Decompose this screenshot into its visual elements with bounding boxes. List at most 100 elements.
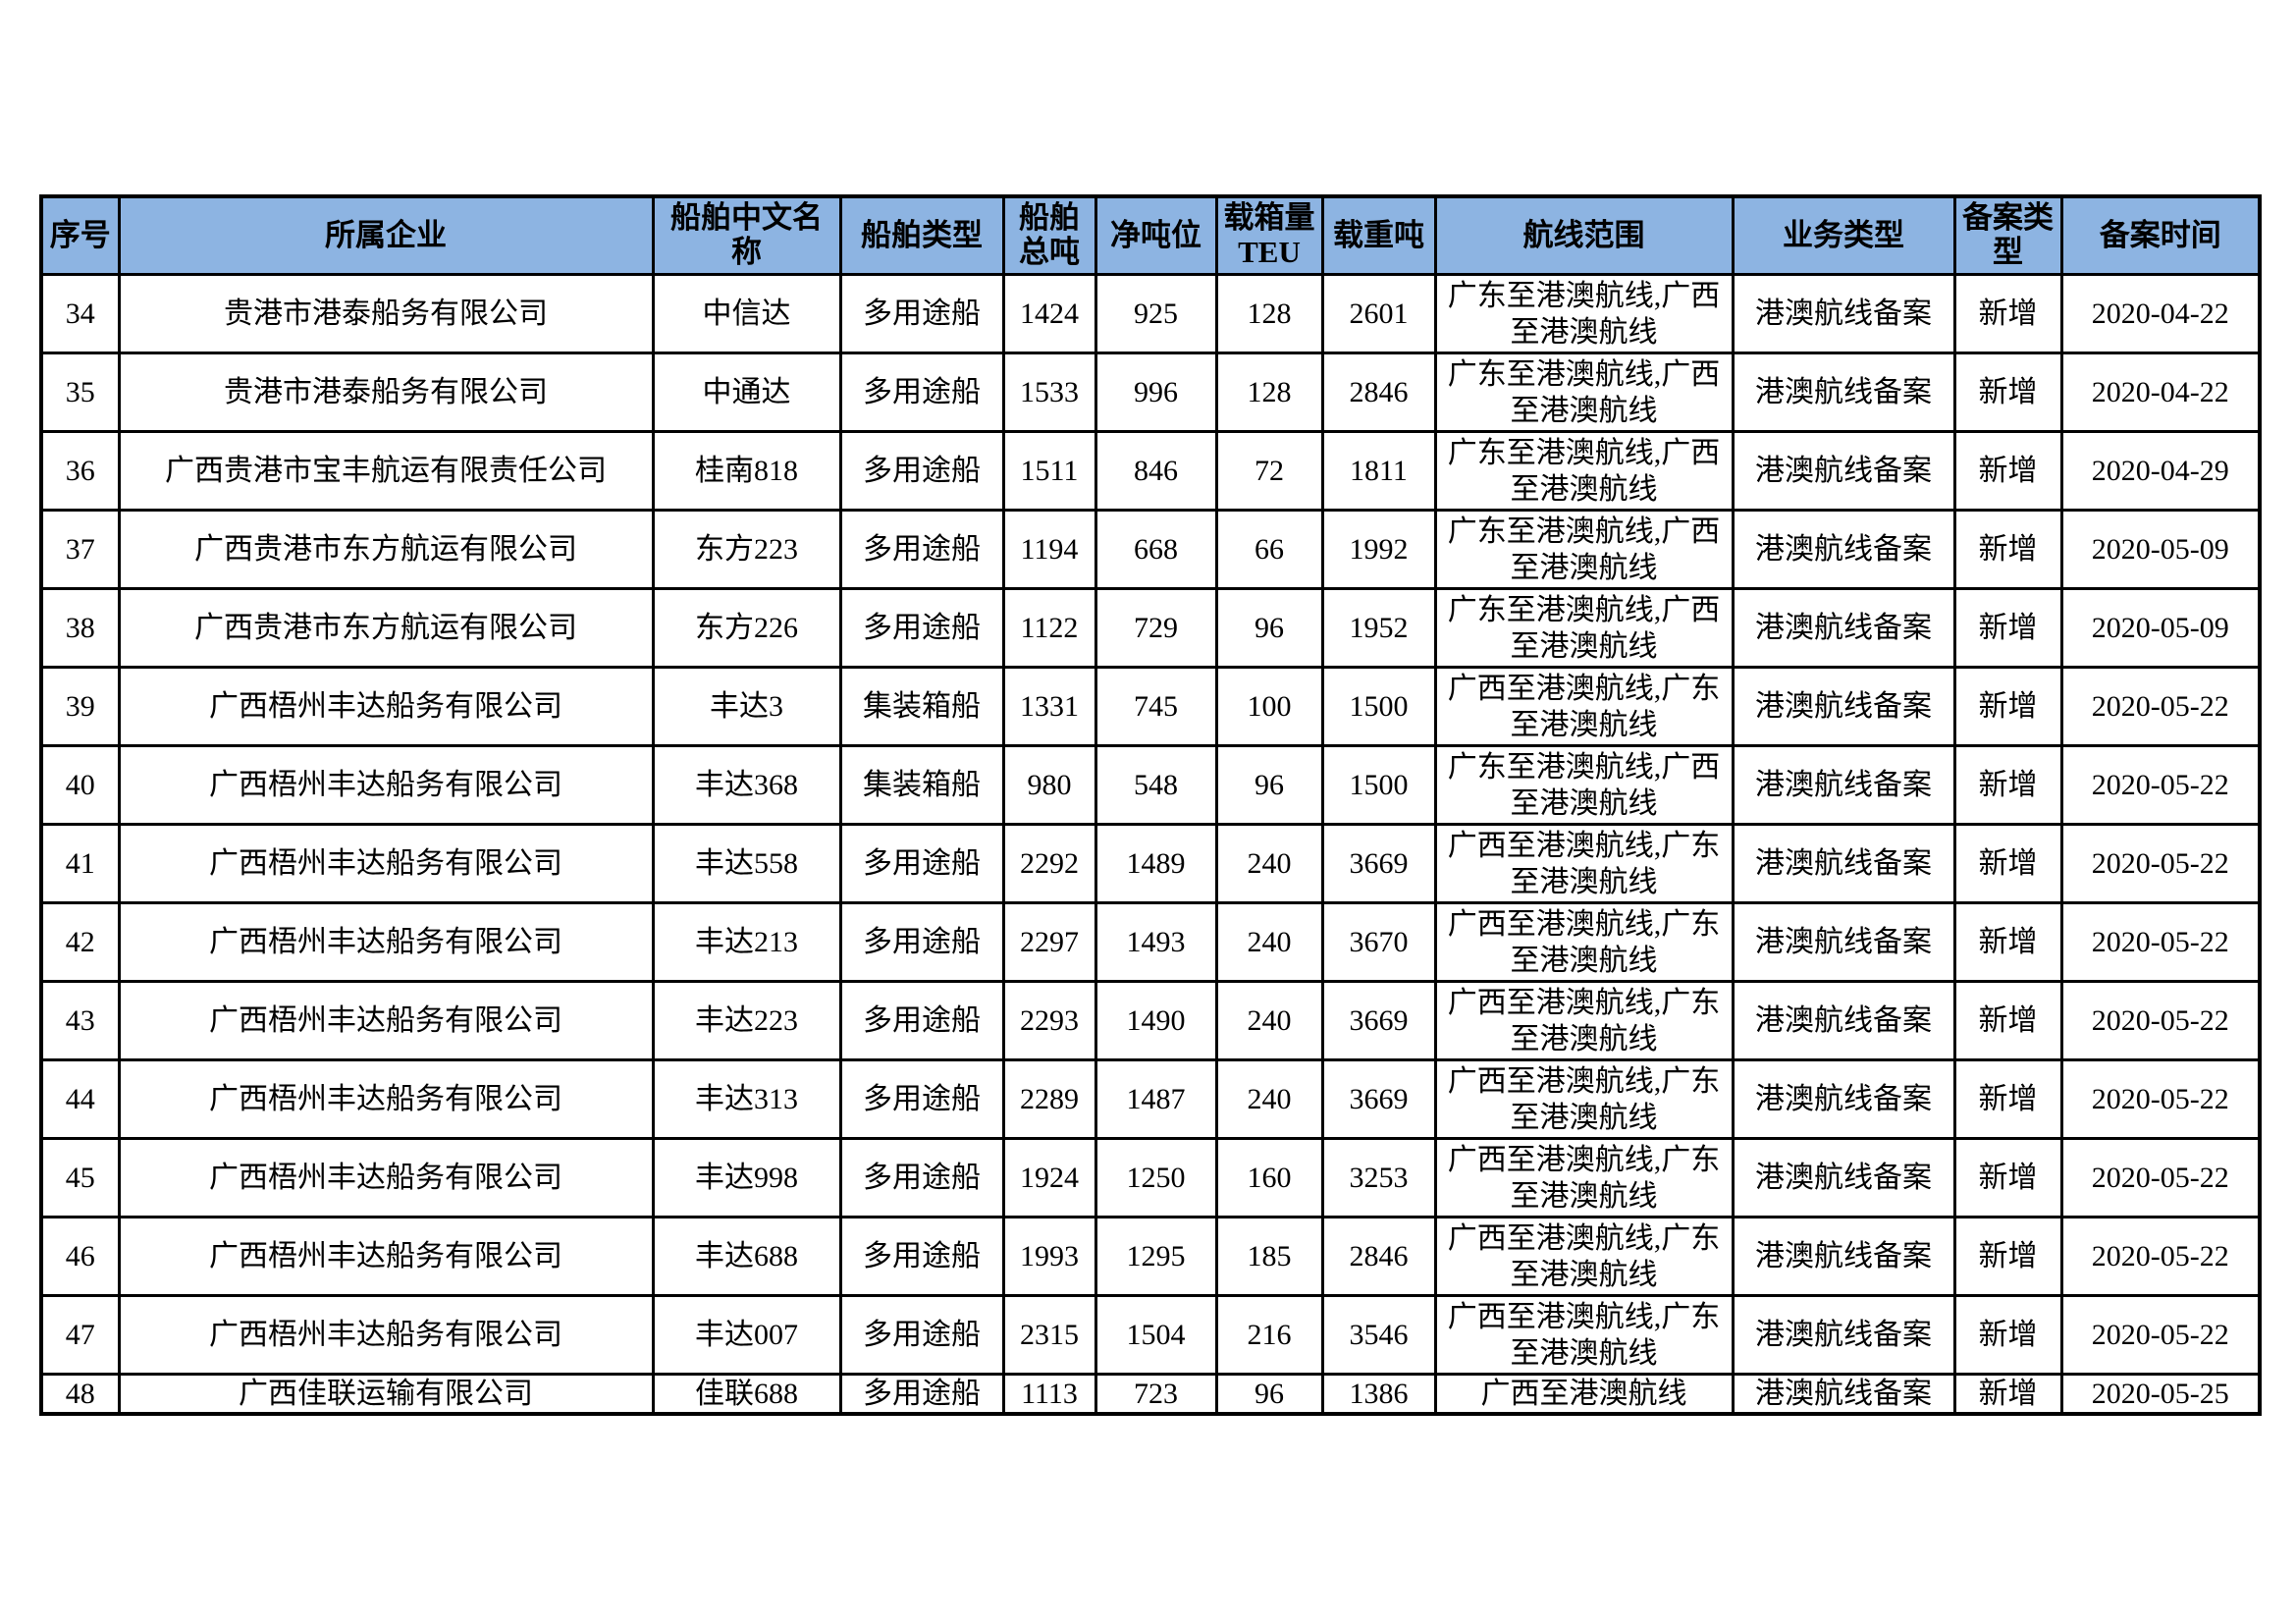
cell-company: 广西梧州丰达船务有限公司 xyxy=(117,980,655,1061)
cell-deadweight: 1500 xyxy=(1320,666,1437,747)
cell-deadweight: 1500 xyxy=(1320,744,1437,826)
cell-business-type: 港澳航线备案 xyxy=(1731,1373,1956,1416)
cell-teu: 72 xyxy=(1214,430,1324,512)
cell-deadweight: 1992 xyxy=(1320,509,1437,590)
table-header-row: 序号 所属企业 船舶中文名称 船舶类型 船舶总吨 净吨位 载箱量TEU 载重吨 航线范围 业务类型… xyxy=(39,194,2262,276)
cell-record-type: 新增 xyxy=(1952,1373,2063,1416)
cell-record-date: 2020-05-22 xyxy=(2059,666,2262,747)
cell-route: 广东至港澳航线,广西至港澳航线 xyxy=(1433,744,1735,826)
cell-deadweight: 1811 xyxy=(1320,430,1437,512)
cell-ship-name: 佳联688 xyxy=(651,1373,842,1416)
cell-seq: 41 xyxy=(39,823,121,904)
cell-record-date: 2020-05-09 xyxy=(2059,509,2262,590)
cell-ship-name: 东方226 xyxy=(651,587,842,669)
cell-route: 广西至港澳航线 xyxy=(1433,1373,1735,1416)
cell-company: 广西贵港市宝丰航运有限责任公司 xyxy=(117,430,655,512)
cell-ship-type: 多用途船 xyxy=(838,509,1005,590)
column-header-deadweight: 载重吨 xyxy=(1320,194,1437,276)
cell-deadweight: 3669 xyxy=(1320,980,1437,1061)
cell-company: 广西佳联运输有限公司 xyxy=(117,1373,655,1416)
cell-ship-type: 多用途船 xyxy=(838,352,1005,433)
cell-teu: 100 xyxy=(1214,666,1324,747)
cell-company: 广西梧州丰达船务有限公司 xyxy=(117,901,655,983)
cell-company: 广西梧州丰达船务有限公司 xyxy=(117,1137,655,1218)
table-row: 48 广西佳联运输有限公司 佳联688 多用途船 1113 723 96 1386 广西至港澳航… xyxy=(39,1373,2262,1416)
cell-net-tonnage: 1250 xyxy=(1094,1137,1218,1218)
cell-net-tonnage: 723 xyxy=(1094,1373,1218,1416)
cell-ship-name: 中通达 xyxy=(651,352,842,433)
cell-record-date: 2020-05-25 xyxy=(2059,1373,2262,1416)
cell-company: 广西梧州丰达船务有限公司 xyxy=(117,1058,655,1140)
cell-net-tonnage: 668 xyxy=(1094,509,1218,590)
cell-net-tonnage: 996 xyxy=(1094,352,1218,433)
cell-record-date: 2020-05-22 xyxy=(2059,1137,2262,1218)
cell-net-tonnage: 1493 xyxy=(1094,901,1218,983)
table-header: 序号 所属企业 船舶中文名称 船舶类型 船舶总吨 净吨位 载箱量TEU 载重吨 航线范围 业务类型… xyxy=(39,194,2262,276)
cell-teu: 240 xyxy=(1214,980,1324,1061)
cell-ship-type: 多用途船 xyxy=(838,273,1005,354)
cell-net-tonnage: 925 xyxy=(1094,273,1218,354)
cell-record-type: 新增 xyxy=(1952,1216,2063,1297)
cell-net-tonnage: 548 xyxy=(1094,744,1218,826)
cell-route: 广东至港澳航线,广西至港澳航线 xyxy=(1433,509,1735,590)
cell-route: 广西至港澳航线,广东至港澳航线 xyxy=(1433,1294,1735,1376)
cell-business-type: 港澳航线备案 xyxy=(1731,1216,1956,1297)
table-row: 47 广西梧州丰达船务有限公司 丰达007 多用途船 2315 1504 216 3546 广西… xyxy=(39,1294,2262,1376)
cell-record-date: 2020-04-29 xyxy=(2059,430,2262,512)
cell-record-type: 新增 xyxy=(1952,587,2063,669)
cell-teu: 185 xyxy=(1214,1216,1324,1297)
cell-net-tonnage: 745 xyxy=(1094,666,1218,747)
cell-deadweight: 3253 xyxy=(1320,1137,1437,1218)
cell-record-date: 2020-05-22 xyxy=(2059,1294,2262,1376)
cell-seq: 45 xyxy=(39,1137,121,1218)
cell-business-type: 港澳航线备案 xyxy=(1731,587,1956,669)
cell-record-date: 2020-05-22 xyxy=(2059,1216,2262,1297)
cell-record-type: 新增 xyxy=(1952,352,2063,433)
cell-business-type: 港澳航线备案 xyxy=(1731,1294,1956,1376)
cell-teu: 128 xyxy=(1214,273,1324,354)
column-header-ship-type: 船舶类型 xyxy=(838,194,1005,276)
cell-deadweight: 2601 xyxy=(1320,273,1437,354)
cell-record-date: 2020-05-22 xyxy=(2059,901,2262,983)
cell-record-type: 新增 xyxy=(1952,1137,2063,1218)
cell-gross-tonnage: 1122 xyxy=(1001,587,1097,669)
column-header-company: 所属企业 xyxy=(117,194,655,276)
cell-teu: 216 xyxy=(1214,1294,1324,1376)
table-row: 46 广西梧州丰达船务有限公司 丰达688 多用途船 1993 1295 185 2846 广西… xyxy=(39,1216,2262,1297)
cell-ship-type: 多用途船 xyxy=(838,1216,1005,1297)
cell-record-date: 2020-04-22 xyxy=(2059,352,2262,433)
cell-net-tonnage: 1489 xyxy=(1094,823,1218,904)
cell-ship-type: 多用途船 xyxy=(838,1058,1005,1140)
cell-business-type: 港澳航线备案 xyxy=(1731,823,1956,904)
cell-net-tonnage: 1504 xyxy=(1094,1294,1218,1376)
column-header-record-date: 备案时间 xyxy=(2059,194,2262,276)
table-row: 35 贵港市港泰船务有限公司 中通达 多用途船 1533 996 128 2846 广东至港澳航… xyxy=(39,352,2262,433)
cell-ship-name: 丰达688 xyxy=(651,1216,842,1297)
column-header-gross-tonnage: 船舶总吨 xyxy=(1001,194,1097,276)
cell-ship-name: 丰达3 xyxy=(651,666,842,747)
table-row: 40 广西梧州丰达船务有限公司 丰达368 集装箱船 980 548 96 1500 广东至港澳… xyxy=(39,744,2262,826)
cell-gross-tonnage: 1924 xyxy=(1001,1137,1097,1218)
cell-record-type: 新增 xyxy=(1952,666,2063,747)
cell-seq: 43 xyxy=(39,980,121,1061)
table-row: 41 广西梧州丰达船务有限公司 丰达558 多用途船 2292 1489 240 3669 广西… xyxy=(39,823,2262,904)
cell-ship-name: 丰达998 xyxy=(651,1137,842,1218)
cell-record-type: 新增 xyxy=(1952,980,2063,1061)
cell-record-type: 新增 xyxy=(1952,901,2063,983)
cell-business-type: 港澳航线备案 xyxy=(1731,980,1956,1061)
table-row: 44 广西梧州丰达船务有限公司 丰达313 多用途船 2289 1487 240 3669 广西… xyxy=(39,1058,2262,1140)
cell-record-date: 2020-05-22 xyxy=(2059,744,2262,826)
cell-gross-tonnage: 2315 xyxy=(1001,1294,1097,1376)
cell-company: 广西梧州丰达船务有限公司 xyxy=(117,744,655,826)
cell-ship-name: 中信达 xyxy=(651,273,842,354)
cell-ship-name: 丰达223 xyxy=(651,980,842,1061)
vessel-record-sheet: 序号 所属企业 船舶中文名称 船舶类型 船舶总吨 净吨位 载箱量TEU 载重吨 航线范围 业务类型… xyxy=(39,194,2262,1416)
cell-seq: 40 xyxy=(39,744,121,826)
cell-ship-type: 集装箱船 xyxy=(838,666,1005,747)
cell-ship-name: 丰达558 xyxy=(651,823,842,904)
cell-business-type: 港澳航线备案 xyxy=(1731,430,1956,512)
cell-gross-tonnage: 980 xyxy=(1001,744,1097,826)
cell-ship-type: 多用途船 xyxy=(838,823,1005,904)
cell-business-type: 港澳航线备案 xyxy=(1731,901,1956,983)
cell-record-type: 新增 xyxy=(1952,273,2063,354)
